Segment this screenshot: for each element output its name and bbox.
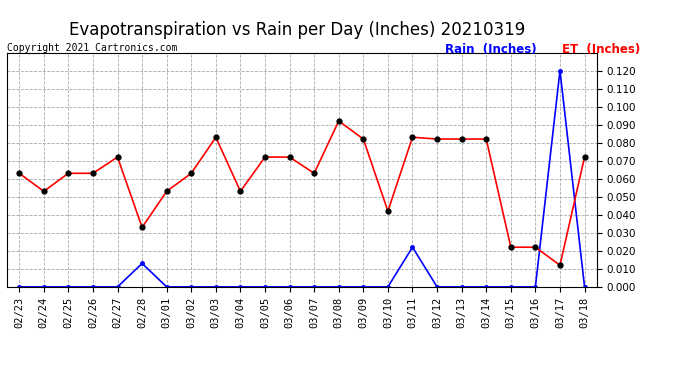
Text: ET  (Inches): ET (Inches) xyxy=(562,43,640,56)
Text: Rain  (Inches): Rain (Inches) xyxy=(445,43,537,56)
Text: Copyright 2021 Cartronics.com: Copyright 2021 Cartronics.com xyxy=(7,43,177,53)
Text: Evapotranspiration vs Rain per Day (Inches) 20210319: Evapotranspiration vs Rain per Day (Inch… xyxy=(68,21,525,39)
